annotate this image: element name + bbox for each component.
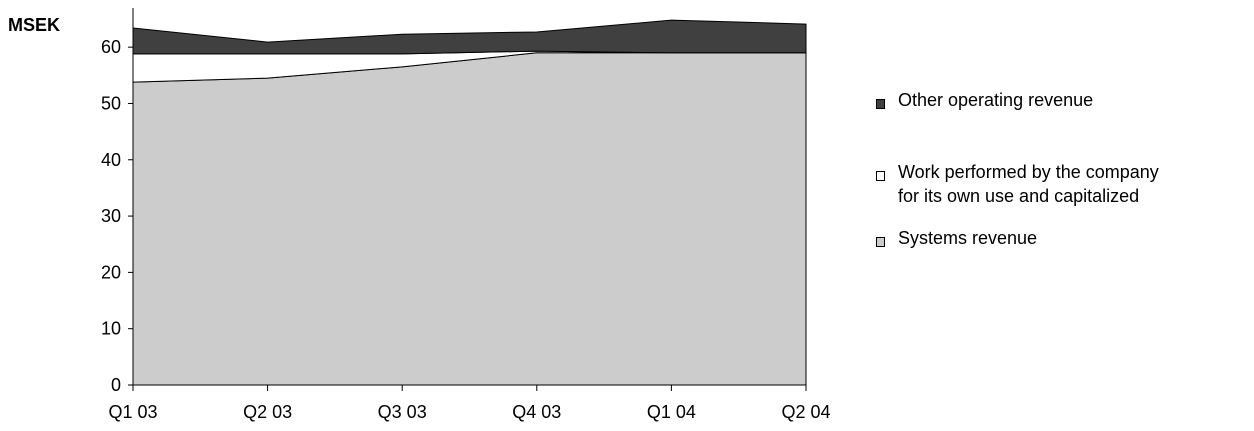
x-tick-label: Q2 04	[781, 402, 830, 422]
legend-item: Work performed by the company for its ow…	[876, 160, 1176, 208]
area-series-0	[132, 52, 807, 386]
area-series-2	[132, 19, 807, 55]
y-tick-label: 0	[111, 375, 121, 395]
x-axis-ticks: Q1 03 Q2 03 Q3 03 Q4 03 Q1 04 Q2 04	[108, 385, 831, 422]
axes	[132, 8, 806, 386]
x-tick-label: Q1 03	[108, 402, 157, 422]
x-tick-label: Q4 03	[512, 402, 561, 422]
legend-label: Systems revenue	[898, 228, 1038, 248]
y-tick-label: 50	[101, 93, 121, 113]
legend-swatch	[876, 171, 885, 181]
legend-item: Systems revenue	[876, 226, 1037, 250]
legend-swatch	[876, 237, 885, 247]
legend-label: Other operating revenue	[898, 90, 1094, 110]
y-tick-label: 20	[101, 262, 121, 282]
y-tick-label: 30	[101, 206, 121, 226]
legend-item: Other operating revenue	[876, 88, 1093, 112]
legend-swatch	[876, 99, 885, 109]
y-unit-label: MSEK	[8, 15, 60, 35]
legend-label: Work performed by the company for its ow…	[898, 162, 1159, 206]
y-tick-label: 10	[101, 319, 121, 339]
y-tick-label: 40	[101, 150, 121, 170]
area-series-group	[132, 19, 807, 386]
x-tick-label: Q2 03	[243, 402, 292, 422]
x-tick-label: Q1 04	[647, 402, 696, 422]
y-axis-ticks: 0 10 20 30 40 50 60	[101, 37, 133, 395]
x-tick-label: Q3 03	[378, 402, 427, 422]
y-tick-label: 60	[101, 37, 121, 57]
